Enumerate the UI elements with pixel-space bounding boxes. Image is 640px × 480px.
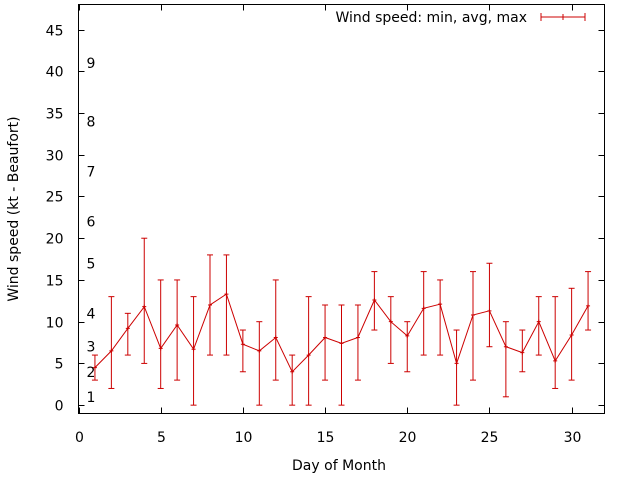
avg-point (208, 302, 212, 307)
y-tick-label: 0 (55, 399, 64, 415)
x-axis-label: Day of Month (292, 458, 386, 474)
beaufort-label: 6 (87, 215, 96, 231)
y-tick-label: 5 (55, 357, 64, 373)
avg-point (158, 346, 163, 351)
x-tick-label: 0 (75, 430, 84, 446)
y-tick-label: 10 (46, 316, 64, 332)
avg-point (438, 302, 443, 307)
beaufort-label: 2 (87, 365, 96, 381)
avg-point (224, 292, 229, 297)
y-tick-label: 45 (46, 24, 64, 40)
avg-point (142, 304, 147, 309)
avg-point (92, 365, 97, 370)
avg-point (421, 306, 426, 311)
beaufort-label: 1 (87, 390, 96, 406)
beaufort-label: 4 (87, 306, 96, 322)
avg-point (553, 358, 558, 363)
avg-point (290, 369, 295, 374)
avg-point (339, 341, 344, 346)
x-tick-label: 5 (157, 430, 166, 446)
plot-frame (78, 4, 605, 414)
avg-point (109, 348, 114, 353)
avg-point (175, 323, 180, 328)
y-tick-label: 25 (46, 190, 64, 206)
beaufort-label: 5 (87, 256, 96, 272)
avg-point (487, 308, 492, 313)
avg-point (405, 333, 410, 338)
x-tick-label: 10 (235, 430, 253, 446)
beaufort-label: 8 (87, 114, 96, 130)
y-tick-label: 30 (46, 149, 64, 165)
y-axis-label: Wind speed (kt - Beaufort) (6, 116, 22, 301)
avg-point (471, 313, 475, 318)
avg-point (503, 344, 508, 349)
avg-point (586, 303, 591, 308)
x-tick-label: 25 (481, 430, 499, 446)
avg-point (257, 348, 262, 353)
x-tick-label: 20 (399, 430, 417, 446)
beaufort-label: 9 (87, 56, 96, 72)
avg-point (240, 342, 245, 347)
avg-point (273, 335, 278, 340)
avg-point (454, 361, 459, 366)
y-tick-label: 15 (46, 274, 64, 290)
avg-point (372, 297, 377, 302)
y-tick-label: 35 (46, 107, 64, 123)
y-tick-label: 20 (46, 232, 64, 248)
beaufort-label: 3 (87, 340, 96, 356)
avg-point (569, 333, 574, 338)
legend-label: Wind speed: min, avg, max (335, 10, 527, 26)
x-tick-label: 15 (317, 430, 335, 446)
avg-point (191, 347, 196, 352)
avg-point (306, 353, 311, 358)
avg-point (125, 326, 130, 331)
avg-point (355, 335, 360, 340)
avg-point (536, 319, 541, 324)
legend: Wind speed: min, avg, max (335, 10, 586, 26)
avg-point (323, 335, 328, 340)
beaufort-label: 7 (87, 164, 96, 180)
y-tick-label: 40 (46, 65, 64, 81)
avg-point (520, 350, 525, 355)
x-tick-label: 30 (564, 430, 582, 446)
avg-point (388, 319, 393, 324)
